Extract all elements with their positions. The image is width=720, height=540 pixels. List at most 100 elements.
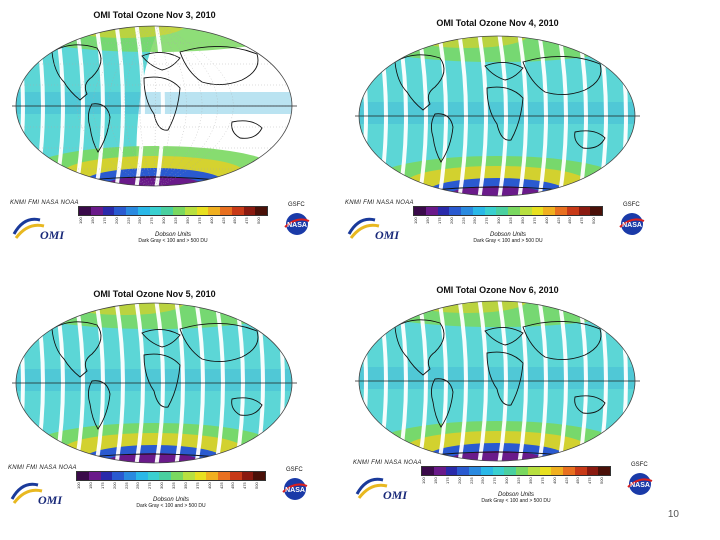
scale-tick: 425: [563, 477, 569, 484]
scale-tick: 275: [484, 217, 490, 224]
scale-swatch: [508, 207, 520, 215]
gray-note: Dark Gray < 100 and > 500 DU: [136, 503, 206, 509]
scale-swatch: [231, 207, 244, 215]
color-scale-bar: [76, 471, 266, 481]
nasa-logo-icon: NASA: [619, 213, 645, 235]
omi-logo-icon: OMI: [12, 217, 65, 242]
scale-swatch: [531, 207, 544, 215]
scale-tick: 175: [444, 477, 450, 484]
scale-tick: 475: [244, 217, 250, 224]
scale-tick: 300: [504, 477, 510, 484]
scale-swatch: [88, 472, 101, 480]
scale-swatch: [578, 207, 591, 215]
color-scale-bar: [421, 466, 611, 476]
scale-swatch: [208, 207, 220, 215]
credits-text: KNMI FMI NASA NOAA: [353, 460, 422, 466]
scale-tick: 350: [184, 217, 190, 224]
scale-swatch: [218, 472, 230, 480]
scale-swatch: [161, 207, 173, 215]
scale-swatch: [566, 207, 579, 215]
scale-swatch: [598, 467, 610, 475]
scale-swatch: [422, 467, 434, 475]
scale-tick: 425: [220, 217, 226, 224]
credits-text: KNMI FMI NASA NOAA: [345, 200, 414, 206]
scale-tick: 500: [591, 217, 597, 224]
color-scale-ticks: 100 150 175 200 225 250 275 300 325 350 375 400 425 4…: [78, 217, 268, 231]
scale-swatch: [112, 472, 124, 480]
color-scale-ticks: 100 150 175 200 225 250 275 300 325 350 375 400 425 4…: [421, 477, 611, 491]
scale-tick: 350: [527, 477, 533, 484]
gray-note: Dark Gray < 100 and > 500 DU: [138, 238, 208, 244]
scale-tick: 475: [587, 477, 593, 484]
units-label: Dobson Units: [497, 492, 535, 498]
scale-swatch: [425, 207, 438, 215]
scale-tick: 175: [99, 482, 105, 489]
omi-logo-text: OMI: [375, 228, 400, 242]
scale-swatch: [173, 207, 185, 215]
scale-tick: 300: [161, 217, 167, 224]
scale-swatch: [77, 472, 89, 480]
scale-swatch: [484, 207, 497, 215]
scale-swatch: [586, 467, 599, 475]
agency-label: GSFC: [631, 462, 648, 468]
scale-swatch: [527, 467, 540, 475]
agency-label: GSFC: [286, 467, 303, 473]
scale-tick: 450: [575, 477, 581, 484]
agency-label: GSFC: [288, 202, 305, 208]
scale-swatch: [114, 207, 126, 215]
scale-tick: 500: [599, 477, 605, 484]
scale-swatch: [461, 207, 473, 215]
color-scale: 100 150 175 200 225 250 275 300 325 350 375 400 425 4…: [78, 206, 268, 244]
scale-tick: 375: [531, 217, 537, 224]
scale-swatch: [149, 207, 162, 215]
units-label: Dobson Units: [489, 232, 527, 238]
scale-swatch: [457, 467, 469, 475]
scale-swatch: [102, 207, 115, 215]
omi-logo-text: OMI: [383, 488, 408, 502]
scale-swatch: [437, 207, 450, 215]
scale-tick: 375: [196, 217, 202, 224]
scale-tick: 475: [242, 482, 248, 489]
scale-tick: 425: [555, 217, 561, 224]
scale-tick: 450: [567, 217, 573, 224]
scale-swatch: [480, 467, 493, 475]
agency-label: GSFC: [623, 202, 640, 208]
scale-tick: 350: [182, 482, 188, 489]
legend-1: KNMI FMI NASA NOAA OMI 100 150 175 200 225 25…: [10, 200, 310, 250]
scale-tick: 450: [230, 482, 236, 489]
scale-swatch: [555, 207, 567, 215]
scale-swatch: [590, 207, 602, 215]
scale-swatch: [206, 472, 218, 480]
scale-swatch: [90, 207, 103, 215]
scale-swatch: [137, 207, 150, 215]
scale-swatch: [472, 207, 485, 215]
ozone-panel-1: OMI Total Ozone Nov 3, 2010: [12, 10, 297, 240]
scale-tick: 325: [171, 482, 176, 489]
scale-tick: 250: [480, 477, 486, 484]
scale-swatch: [449, 207, 461, 215]
scale-tick: 500: [256, 217, 262, 224]
scale-tick: 400: [543, 217, 549, 224]
scale-tick: 400: [206, 482, 212, 489]
scale-tick: 100: [413, 217, 418, 224]
scale-swatch: [539, 467, 552, 475]
scale-swatch: [496, 207, 508, 215]
color-scale: 100 150 175 200 225 250 275 300 325 350 375 400 425 4…: [76, 471, 266, 509]
scale-tick: 200: [448, 217, 454, 224]
scale-tick: 225: [460, 217, 466, 224]
scale-swatch: [574, 467, 587, 475]
scale-tick: 225: [125, 217, 131, 224]
page-number: 10: [667, 509, 679, 520]
scale-swatch: [504, 467, 516, 475]
scale-tick: 375: [539, 477, 545, 484]
ozone-map: [355, 35, 640, 197]
ozone-map: [12, 25, 297, 187]
scale-tick: 150: [89, 217, 95, 224]
ozone-panel-4: OMI Total Ozone Nov 6, 2010: [355, 285, 640, 515]
scale-tick: 200: [113, 217, 119, 224]
color-scale: 100 150 175 200 225 250 275 300 325 350 375 400 425 4…: [413, 206, 603, 244]
map-title: OMI Total Ozone Nov 4, 2010: [436, 18, 559, 28]
scale-tick: 250: [137, 217, 143, 224]
scale-tick: 100: [78, 217, 83, 224]
scale-tick: 225: [468, 477, 474, 484]
